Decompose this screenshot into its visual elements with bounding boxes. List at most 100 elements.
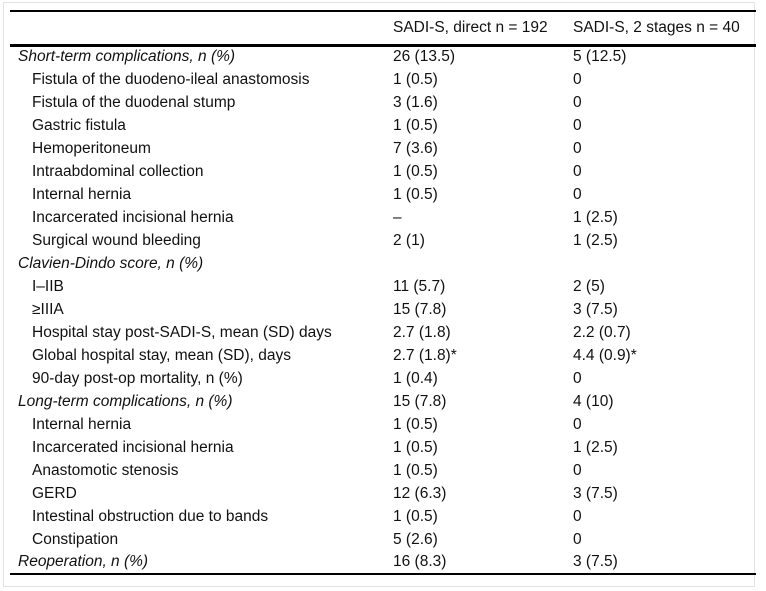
row-label: Incarcerated incisional hernia xyxy=(32,438,234,456)
table-row: Anastomotic stenosis 1 (0.5) 0 xyxy=(10,459,756,482)
row-value-col2: 0 xyxy=(573,162,582,180)
table-row: Long-term complications, n (%) 15 (7.8) 4 … xyxy=(10,390,756,413)
row-value-col1: 2.7 (1.8)* xyxy=(393,346,457,364)
row-value-col1: 1 (0.5) xyxy=(393,415,438,433)
row-value-col1: 1 (0.5) xyxy=(393,507,438,525)
row-label: Intraabdominal collection xyxy=(32,162,204,180)
row-label: Short-term complications, n (%) xyxy=(18,48,236,66)
row-label: Constipation xyxy=(32,530,119,548)
row-value-col1: 1 (0.5) xyxy=(393,116,438,134)
table-row: Intraabdominal collection 1 (0.5) 0 xyxy=(10,160,756,183)
table-row: Hemoperitoneum 7 (3.6) 0 xyxy=(10,137,756,160)
row-value-col2: 0 xyxy=(573,116,582,134)
row-value-col2: 3 (7.5) xyxy=(573,553,618,570)
table-row: Internal hernia 1 (0.5) 0 xyxy=(10,183,756,206)
row-value-col1: 1 (0.5) xyxy=(393,461,438,479)
row-label: Intestinal obstruction due to bands xyxy=(32,507,269,525)
table-row: Surgical wound bleeding 2 (1) 1 (2.5) xyxy=(10,229,756,252)
row-value-col2: 2 (5) xyxy=(573,277,605,295)
row-value-col2: 0 xyxy=(573,530,582,548)
row-label: Global hospital stay, mean (SD), days xyxy=(32,346,292,364)
row-value-col1: 1 (0.5) xyxy=(393,438,438,456)
row-label: Internal hernia xyxy=(32,415,132,433)
row-value-col2: 0 xyxy=(573,70,582,88)
row-label: 90-day post-op mortality, n (%) xyxy=(32,369,243,387)
complications-table: SADI-S, direct n = 192 SADI-S, 2 stages … xyxy=(10,10,756,575)
row-value-col2: 2.2 (0.7) xyxy=(573,323,631,341)
row-value-col2: 1 (2.5) xyxy=(573,231,618,249)
row-value-col2: 0 xyxy=(573,461,582,479)
row-label: Internal hernia xyxy=(32,185,132,203)
table-row: Fistula of the duodeno-ileal anastomosis… xyxy=(10,68,756,91)
row-value-col1: 3 (1.6) xyxy=(393,93,438,111)
row-value-col2: 0 xyxy=(573,415,582,433)
row-label: Anastomotic stenosis xyxy=(32,461,179,479)
table-row: Gastric fistula 1 (0.5) 0 xyxy=(10,114,756,137)
row-label: Hemoperitoneum xyxy=(32,139,151,157)
row-value-col1: 12 (6.3) xyxy=(393,484,447,502)
row-value-col1: 1 (0.5) xyxy=(393,70,438,88)
table-row: Constipation 5 (2.6) 0 xyxy=(10,528,756,551)
row-label: GERD xyxy=(32,484,77,502)
row-value-col2: 1 (2.5) xyxy=(573,208,618,226)
table-row: Short-term complications, n (%) 26 (13.5)… xyxy=(10,45,756,68)
row-label: Long-term complications, n (%) xyxy=(18,392,233,410)
row-value-col2: 4.4 (0.9)* xyxy=(573,346,637,364)
table-row: Global hospital stay, mean (SD), days 2.7… xyxy=(10,344,756,367)
row-value-col1: 16 (8.3) xyxy=(393,553,447,570)
row-label: Reoperation, n (%) xyxy=(18,553,149,570)
row-label: Surgical wound bleeding xyxy=(32,231,201,249)
header-col-sadi-2stages: SADI-S, 2 stages n = 40 xyxy=(573,11,756,47)
table-row: I–IIB 11 (5.7) 2 (5) xyxy=(10,275,756,298)
row-label: Gastric fistula xyxy=(32,116,126,134)
row-value-col1: 1 (0.4) xyxy=(393,369,438,387)
row-value-col1: 2 (1) xyxy=(393,231,425,249)
row-value-col1: – xyxy=(393,208,402,226)
row-label: I–IIB xyxy=(32,277,64,295)
row-value-col2: 0 xyxy=(573,507,582,525)
row-value-col1: 15 (7.8) xyxy=(393,392,447,410)
row-value-col1: 11 (5.7) xyxy=(393,277,446,295)
header-col-sadi-direct: SADI-S, direct n = 192 xyxy=(393,11,573,47)
row-value-col1: 15 (7.8) xyxy=(393,300,447,318)
row-value-col2: 4 (10) xyxy=(573,392,614,410)
row-label: ≥IIIA xyxy=(32,300,64,318)
row-label: Clavien-Dindo score, n (%) xyxy=(18,254,204,272)
row-value-col2: 3 (7.5) xyxy=(573,484,618,502)
row-label: Hospital stay post-SADI-S, mean (SD) day… xyxy=(32,323,332,341)
table-row: Clavien-Dindo score, n (%) xyxy=(10,252,756,275)
table-row: Intestinal obstruction due to bands 1 (0.… xyxy=(10,505,756,528)
row-value-col2: 3 (7.5) xyxy=(573,300,618,318)
table-row: GERD 12 (6.3) 3 (7.5) xyxy=(10,482,756,505)
row-value-col1: 26 (13.5) xyxy=(393,48,456,66)
table-row: 90-day post-op mortality, n (%) 1 (0.4) 0 xyxy=(10,367,756,390)
row-value-col2: 0 xyxy=(573,369,582,387)
row-value-col1: 1 (0.5) xyxy=(393,162,438,180)
table-row: Fistula of the duodenal stump 3 (1.6) 0 xyxy=(10,91,756,114)
row-value-col2: 0 xyxy=(573,139,582,157)
table-row: Incarcerated incisional hernia – 1 (2.5) xyxy=(10,206,756,229)
table-row: Hospital stay post-SADI-S, mean (SD) day… xyxy=(10,321,756,344)
row-label: Fistula of the duodeno-ileal anastomosis xyxy=(32,70,310,88)
header-empty-cell xyxy=(10,11,393,47)
table-header: SADI-S, direct n = 192 SADI-S, 2 stages … xyxy=(10,11,756,47)
row-value-col1: 2.7 (1.8) xyxy=(393,323,451,341)
row-value-col2: 5 (12.5) xyxy=(573,48,627,66)
table-body: Short-term complications, n (%) 26 (13.5)… xyxy=(10,45,756,574)
row-value-col1: 1 (0.5) xyxy=(393,185,438,203)
row-label: Incarcerated incisional hernia xyxy=(32,208,234,226)
row-value-col1: 5 (2.6) xyxy=(393,530,438,548)
table-row: ≥IIIA 15 (7.8) 3 (7.5) xyxy=(10,298,756,321)
table-row: Internal hernia 1 (0.5) 0 xyxy=(10,413,756,436)
header-row: SADI-S, direct n = 192 SADI-S, 2 stages … xyxy=(10,11,756,47)
row-value-col2 xyxy=(573,252,756,275)
row-value-col1: 7 (3.6) xyxy=(393,139,438,157)
row-label: Fistula of the duodenal stump xyxy=(32,93,236,111)
row-value-col2: 0 xyxy=(573,185,582,203)
row-value-col1 xyxy=(393,252,573,275)
table-row: Incarcerated incisional hernia 1 (0.5) 1 (… xyxy=(10,436,756,459)
table-row: Reoperation, n (%) 16 (8.3) 3 (7.5) xyxy=(10,551,756,574)
row-value-col2: 1 (2.5) xyxy=(573,438,618,456)
row-value-col2: 0 xyxy=(573,93,582,111)
